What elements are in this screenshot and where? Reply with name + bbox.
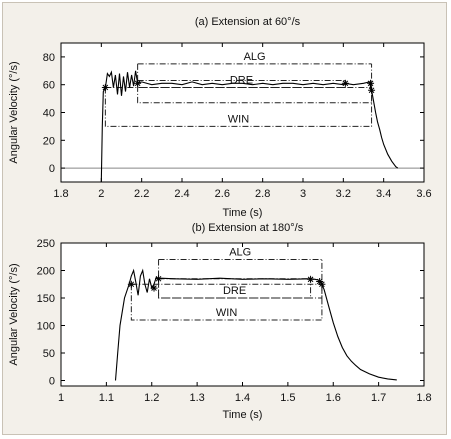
marker-stroke xyxy=(128,281,135,288)
marker-star xyxy=(155,275,163,283)
y-tick-label: 150 xyxy=(37,293,55,305)
x-tick-label: 2 xyxy=(98,188,104,200)
x-tick-label: 1.4 xyxy=(235,392,250,404)
annotation-label: DRE xyxy=(223,285,246,297)
y-tick-label: 0 xyxy=(49,163,55,175)
annotation-win: WIN xyxy=(130,283,323,321)
plot-area xyxy=(60,242,425,387)
annotation-label: ALG xyxy=(244,51,266,63)
marker-star xyxy=(127,280,135,288)
x-tick-label: 1.7 xyxy=(371,392,386,404)
annotation-label: ALG xyxy=(229,247,251,259)
y-tick-label: 60 xyxy=(43,80,55,92)
x-tick-label: 1 xyxy=(58,392,64,404)
x-tick-label: 3.4 xyxy=(376,188,391,200)
plot-area xyxy=(60,42,425,183)
y-axis-label: Angular Velocity (°/s) xyxy=(8,263,20,365)
x-tick-label: 3 xyxy=(300,188,306,200)
annotation-bracket xyxy=(104,87,373,127)
y-tick-label: 20 xyxy=(43,135,55,147)
y-tick-label: 200 xyxy=(37,266,55,278)
annotation-win: WIN xyxy=(104,86,373,127)
marker-star xyxy=(101,83,109,91)
x-tick-label: 1.1 xyxy=(99,392,114,404)
marker-star xyxy=(368,86,376,94)
y-tick-label: 80 xyxy=(43,52,55,64)
y-tick-label: 0 xyxy=(49,376,55,388)
annotation-bracket xyxy=(158,278,312,299)
chart-title: (a) Extension at 60°/s xyxy=(195,16,301,28)
chart-0: 1.8 2 2.2 2.4 2.6 2.8 3 3.2 3.4 3.6 0 20 40 60 80 (a) E… xyxy=(8,16,432,219)
x-tick-label: 1.3 xyxy=(189,392,204,404)
marker-star xyxy=(367,79,375,87)
marker-star xyxy=(341,79,349,87)
series-line xyxy=(114,268,397,381)
marker-stroke xyxy=(102,84,109,91)
y-tick-label: 50 xyxy=(43,348,55,360)
y-tick-label: 250 xyxy=(37,238,55,250)
x-tick-label: 2.6 xyxy=(215,188,230,200)
marker-stroke xyxy=(342,80,349,87)
y-axis-label: Angular Velocity (°/s) xyxy=(8,61,20,163)
marker-stroke xyxy=(316,278,323,285)
x-tick-label: 2.2 xyxy=(134,188,149,200)
x-tick-label: 1.8 xyxy=(416,392,431,404)
chart-title: (b) Extension at 180°/s xyxy=(192,222,304,234)
marker-stroke xyxy=(134,80,141,87)
series-line xyxy=(100,70,399,183)
x-tick-label: 3.6 xyxy=(416,188,431,200)
annotation-label: WIN xyxy=(228,113,249,125)
annotation-label: WIN xyxy=(216,307,237,319)
marker-stroke xyxy=(155,275,162,282)
marker-stroke xyxy=(319,281,325,288)
annotation-bracket xyxy=(130,284,323,321)
marker-stroke xyxy=(307,276,314,283)
marker-star xyxy=(150,284,158,292)
marker-star xyxy=(318,280,326,288)
y-tick-label: 100 xyxy=(37,321,55,333)
marker-stroke xyxy=(368,87,375,94)
marker-stroke xyxy=(151,285,157,291)
x-tick-label: 2.4 xyxy=(174,188,189,200)
x-tick-label: 1.6 xyxy=(326,392,341,404)
x-tick-label: 1.8 xyxy=(53,188,68,200)
marker-stroke xyxy=(367,80,374,87)
x-axis-label: Time (s) xyxy=(223,409,263,421)
chart-1: 1 1.1 1.2 1.3 1.4 1.5 1.6 1.7 1.8 0 50 100 150 200 250… xyxy=(8,222,432,421)
x-tick-label: 1.5 xyxy=(280,392,295,404)
x-tick-label: 3.2 xyxy=(336,188,351,200)
marker-star xyxy=(307,275,315,283)
y-tick-label: 40 xyxy=(43,108,55,120)
x-tick-label: 1.2 xyxy=(144,392,159,404)
marker-star xyxy=(134,79,142,87)
x-axis-label: Time (s) xyxy=(223,207,263,219)
x-tick-label: 2.8 xyxy=(255,188,270,200)
